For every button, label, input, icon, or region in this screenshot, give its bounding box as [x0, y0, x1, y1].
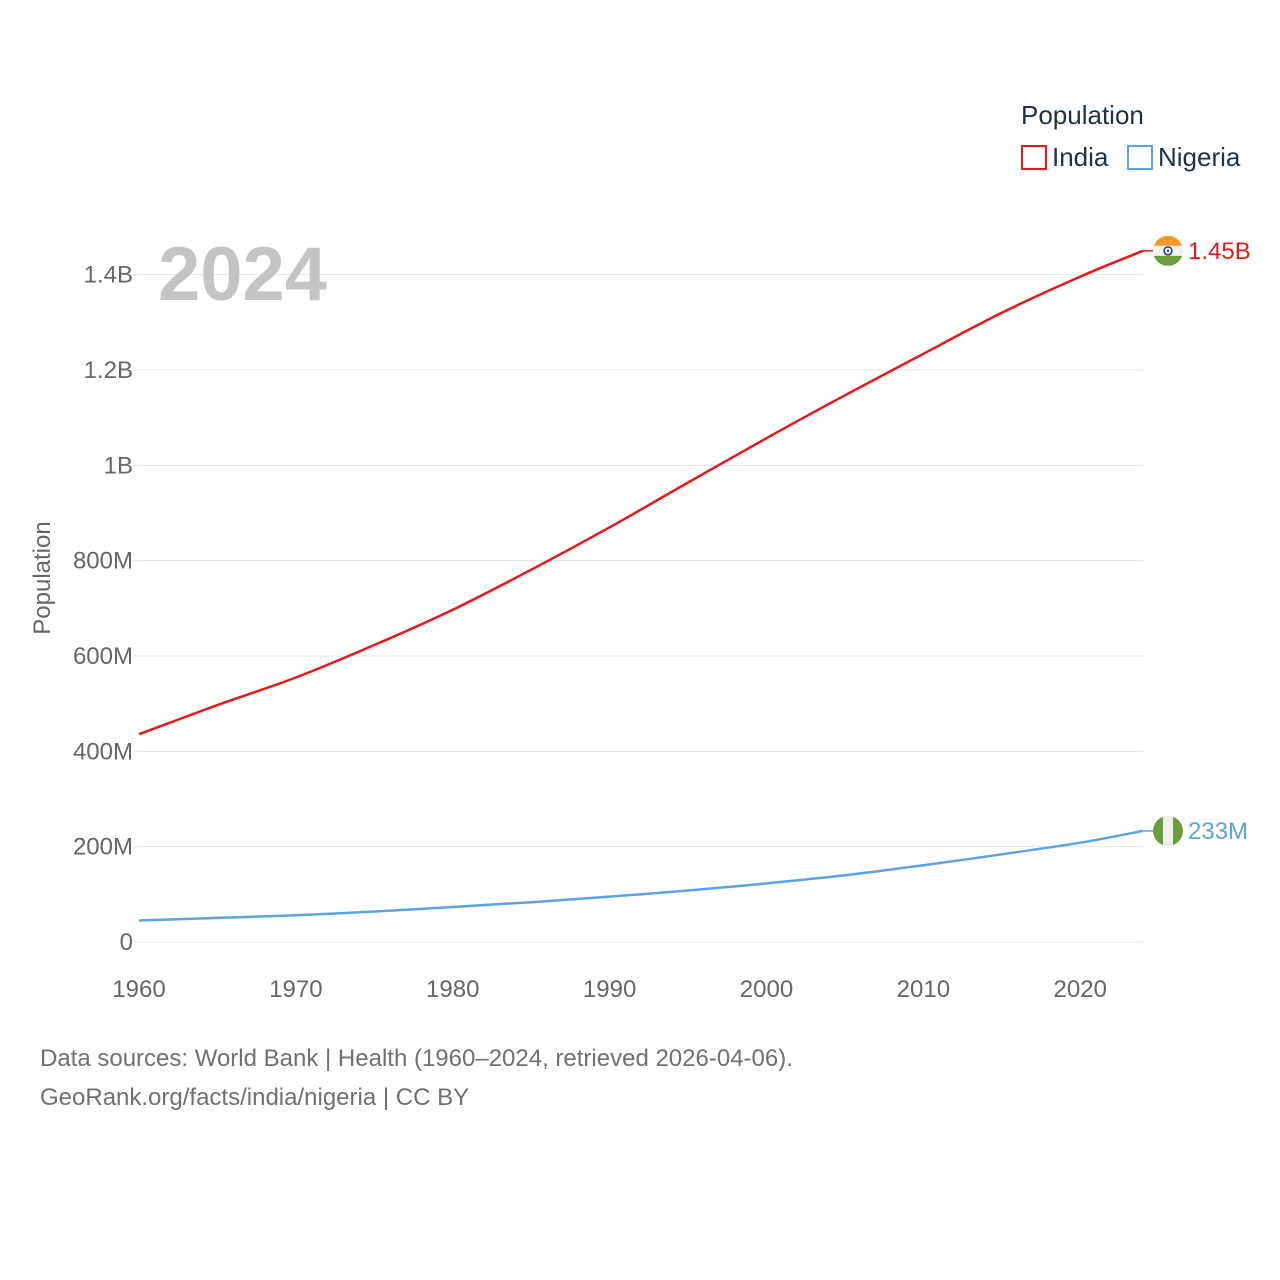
nigeria-end-value-label: 233M [1188, 818, 1248, 845]
y-tick-label: 200M [73, 834, 133, 861]
y-axis-label: Population [29, 521, 56, 634]
x-tick-label: 2000 [740, 976, 793, 1003]
x-axis: 1960 1970 1980 1990 2000 2010 2020 [112, 976, 1107, 1003]
series-lines [138, 249, 1144, 922]
legend-item-nigeria[interactable]: Nigeria [1127, 142, 1241, 172]
legend-swatch-nigeria [1127, 145, 1153, 170]
y-tick-label: 600M [73, 643, 133, 670]
y-tick-label: 1.4B [84, 262, 133, 289]
credit-link[interactable]: GeoRank.org/facts/india/nigeria | CC BY [40, 1084, 470, 1111]
x-tick-label: 2020 [1054, 976, 1107, 1003]
y-tick-label: 0 [120, 929, 133, 956]
nigeria-line[interactable] [138, 829, 1144, 922]
legend-title: Population [1021, 100, 1144, 130]
legend[interactable]: Population India Nigeria [1021, 100, 1241, 172]
legend-swatch-india [1021, 145, 1047, 170]
data-source-note: Data sources: World Bank | Health (1960–… [40, 1045, 793, 1072]
india-flag-icon [1153, 235, 1183, 266]
legend-label-nigeria: Nigeria [1158, 142, 1241, 172]
x-tick-label: 1960 [112, 976, 165, 1003]
india-line[interactable] [138, 249, 1144, 736]
population-chart: 0 200M 400M 600M 800M 1B 1.2B 1.4B 1960 1970 1980… [29, 100, 1251, 1003]
gridlines [133, 274, 1143, 943]
y-tick-label: 800M [73, 548, 133, 575]
india-end-value-label: 1.45B [1188, 238, 1251, 265]
y-tick-label: 400M [73, 738, 133, 765]
legend-label-india: India [1052, 142, 1109, 172]
y-tick-label: 1.2B [84, 357, 133, 384]
x-tick-label: 1980 [426, 976, 479, 1003]
nigeria-flag-icon [1153, 815, 1183, 846]
year-watermark: 2024 [158, 232, 327, 317]
legend-item-india[interactable]: India [1021, 142, 1109, 172]
x-tick-label: 1970 [269, 976, 322, 1003]
y-tick-label: 1B [104, 452, 133, 479]
end-labels: 1.45B 233M [1143, 235, 1251, 846]
x-tick-label: 2010 [897, 976, 950, 1003]
y-axis: 0 200M 400M 600M 800M 1B 1.2B 1.4B [73, 262, 133, 956]
x-tick-label: 1990 [583, 976, 636, 1003]
